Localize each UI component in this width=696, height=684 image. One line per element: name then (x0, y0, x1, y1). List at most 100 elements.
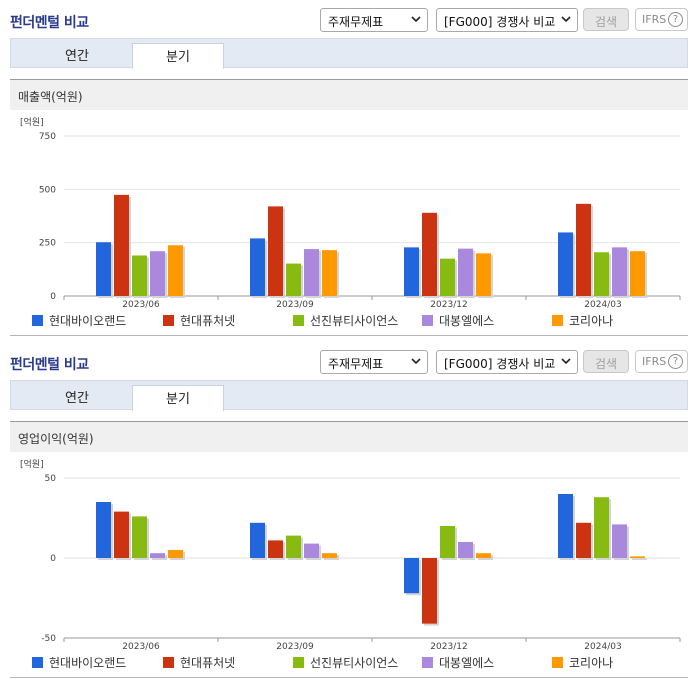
legend-label: 현대바이오랜드 (49, 656, 127, 670)
bar (558, 232, 573, 296)
bar (168, 245, 183, 296)
panel-header: 펀더멘털 비교 주재무제표 [FG000] 경쟁사 비교 검색 IFRS ? (0, 0, 696, 40)
legend-label: 코리아나 (569, 656, 614, 670)
compare-group-select[interactable]: [FG000] 경쟁사 비교 (436, 8, 578, 32)
y-tick-label: 500 (39, 185, 56, 195)
y-tick-label: 750 (39, 132, 56, 142)
period-tabs: 연간 분기 (10, 380, 688, 411)
chevron-down-icon (411, 358, 421, 365)
ifrs-button[interactable]: IFRS ? (635, 350, 688, 373)
legend-swatch (552, 657, 563, 668)
bar (322, 553, 337, 558)
statement-type-select[interactable]: 주재무제표 (320, 8, 428, 32)
bar (440, 258, 455, 296)
bar (612, 247, 627, 296)
bar (114, 194, 129, 296)
bar (268, 206, 283, 296)
legend-item[interactable]: 선진뷰티사이언스 (293, 654, 398, 670)
legend-label: 현대퓨처넷 (180, 314, 236, 328)
legend-label: 선진뷰티사이언스 (310, 314, 399, 328)
panel-header: 펀더멘털 비교 주재무제표 [FG000] 경쟁사 비교 검색 IFRS ? (0, 342, 696, 382)
ifrs-button[interactable]: IFRS ? (635, 8, 688, 31)
legend-label: 대봉엘에스 (439, 656, 495, 670)
search-button[interactable]: 검색 (583, 350, 629, 373)
ifrs-label: IFRS (642, 13, 667, 26)
legend-item[interactable]: 현대퓨처넷 (163, 654, 235, 670)
bar (612, 524, 627, 558)
sales-bar-chart: [억원] 0 250 500 750 2023/06 2023/09 2023/12 2024/… (20, 116, 681, 310)
tab-quarterly[interactable]: 분기 (132, 43, 224, 69)
statement-type-value: 주재무제표 (328, 15, 384, 29)
bar (150, 251, 165, 296)
x-tick-label: 2024/03 (584, 642, 621, 652)
bar (250, 522, 265, 558)
bar (404, 247, 419, 296)
help-icon[interactable]: ? (668, 354, 683, 369)
help-icon[interactable]: ? (668, 12, 683, 27)
x-tick-label: 2024/03 (584, 300, 621, 310)
bar (422, 558, 437, 624)
bar (558, 494, 573, 558)
legend-swatch (163, 657, 174, 668)
bar (594, 252, 609, 296)
metric-label: 매출액(억원) (10, 79, 688, 110)
tab-annual[interactable]: 연간 (65, 49, 89, 64)
y-tick-label: -50 (41, 634, 56, 644)
bar (422, 212, 437, 296)
statement-type-select[interactable]: 주재무제표 (320, 350, 428, 374)
x-tick-label: 2023/12 (430, 300, 467, 310)
legend-item[interactable]: 코리아나 (552, 654, 613, 670)
x-tick-label: 2023/09 (276, 642, 314, 652)
legend-item[interactable]: 코리아나 (552, 312, 613, 328)
search-button[interactable]: 검색 (583, 8, 629, 31)
chevron-down-icon (411, 16, 421, 23)
legend-label: 선진뷰티사이언스 (310, 656, 399, 670)
legend-swatch (422, 657, 433, 668)
fundamental-panel-sales: 펀더멘털 비교 주재무제표 [FG000] 경쟁사 비교 검색 IFRS ? 연… (0, 0, 696, 336)
bar (286, 535, 301, 558)
metric-label: 영업이익(억원) (10, 421, 688, 452)
y-tick-label: 50 (45, 474, 57, 484)
x-tick-label: 2023/12 (430, 642, 467, 652)
divider (10, 335, 688, 336)
period-tabs: 연간 분기 (10, 38, 688, 69)
bar (476, 253, 491, 296)
divider (10, 677, 688, 678)
bar (440, 526, 455, 558)
x-tick-label: 2023/09 (276, 300, 314, 310)
y-tick-label: 0 (50, 554, 56, 564)
legend-label: 코리아나 (569, 314, 614, 328)
bar (576, 203, 591, 296)
y-tick-label: 0 (50, 292, 56, 302)
bar (630, 251, 645, 296)
panel-title: 펀더멘털 비교 (10, 357, 89, 373)
compare-group-select[interactable]: [FG000] 경쟁사 비교 (436, 350, 578, 374)
legend-item[interactable]: 선진뷰티사이언스 (293, 312, 398, 328)
legend-swatch (293, 315, 304, 326)
bar (594, 497, 609, 558)
bar (576, 522, 591, 558)
compare-group-value: [FG000] 경쟁사 비교 (444, 357, 556, 371)
legend-item[interactable]: 대봉엘에스 (422, 312, 494, 328)
bar (304, 249, 319, 296)
bar (250, 238, 265, 296)
bar (168, 550, 183, 558)
legend-item[interactable]: 대봉엘에스 (422, 654, 494, 670)
compare-group-value: [FG000] 경쟁사 비교 (444, 15, 556, 29)
legend-label: 대봉엘에스 (439, 314, 495, 328)
legend-item[interactable]: 현대바이오랜드 (32, 654, 126, 670)
legend-swatch (422, 315, 433, 326)
tab-quarterly[interactable]: 분기 (132, 385, 224, 411)
bar (458, 542, 473, 558)
bar (132, 516, 147, 558)
legend-item[interactable]: 현대바이오랜드 (32, 312, 126, 328)
bar (458, 248, 473, 296)
chevron-down-icon (561, 358, 571, 365)
bar (150, 553, 165, 558)
legend-item[interactable]: 현대퓨처넷 (163, 312, 235, 328)
bar (304, 543, 319, 558)
legend-swatch (552, 315, 563, 326)
bar (476, 553, 491, 558)
legend-swatch (32, 315, 43, 326)
tab-annual[interactable]: 연간 (65, 391, 89, 406)
